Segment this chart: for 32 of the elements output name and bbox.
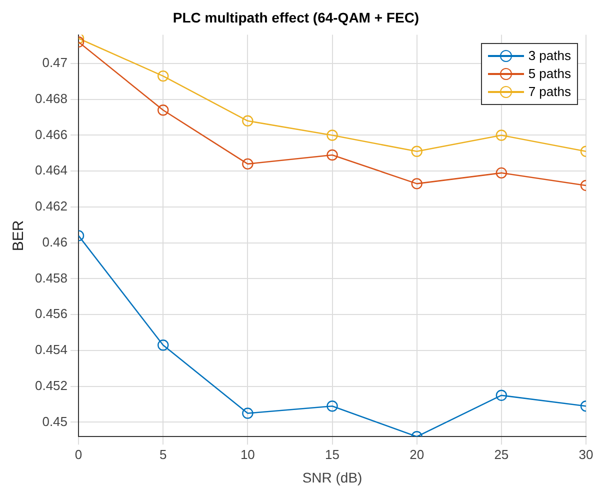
point [411,178,422,190]
y-tick-label: 0.468 [34,90,68,106]
y-tick-label: 0.47 [42,55,68,70]
y-tick-label: 0.464 [34,162,68,178]
legend-label: 3 paths [528,48,571,64]
point [242,115,254,126]
point [326,400,338,412]
x-tick-label: 15 [325,446,340,462]
point [242,408,254,419]
y-tick-label: 0.458 [34,270,68,286]
y-tick-label: 0.466 [34,126,68,142]
y-tick-label: 0.452 [34,378,68,393]
point [411,146,422,157]
x-tick-label: 5 [159,446,167,462]
x-axis-title: SNR (dB) [302,469,362,486]
x-tick-label: 25 [494,446,509,462]
y-tick-label: 0.45 [42,414,68,429]
y-tick-label: 0.454 [34,342,68,358]
legend-label: 7 paths [528,84,571,100]
y-axis-title: BER [10,220,28,252]
legend-label: 5 paths [528,66,571,82]
y-tick-label: 0.462 [34,198,68,214]
point [242,158,254,170]
point [326,130,338,141]
chart-title: PLC multipath effect (64-QAM + FEC) [172,9,420,26]
y-tick-label: 0.46 [42,234,68,250]
x-tick-label: 0 [74,446,82,462]
y-tick-label: 0.456 [34,306,68,322]
point [326,149,338,161]
x-tick-label: 30 [578,446,594,462]
x-tick-label: 10 [240,446,255,462]
x-tick-label: 20 [410,446,424,462]
